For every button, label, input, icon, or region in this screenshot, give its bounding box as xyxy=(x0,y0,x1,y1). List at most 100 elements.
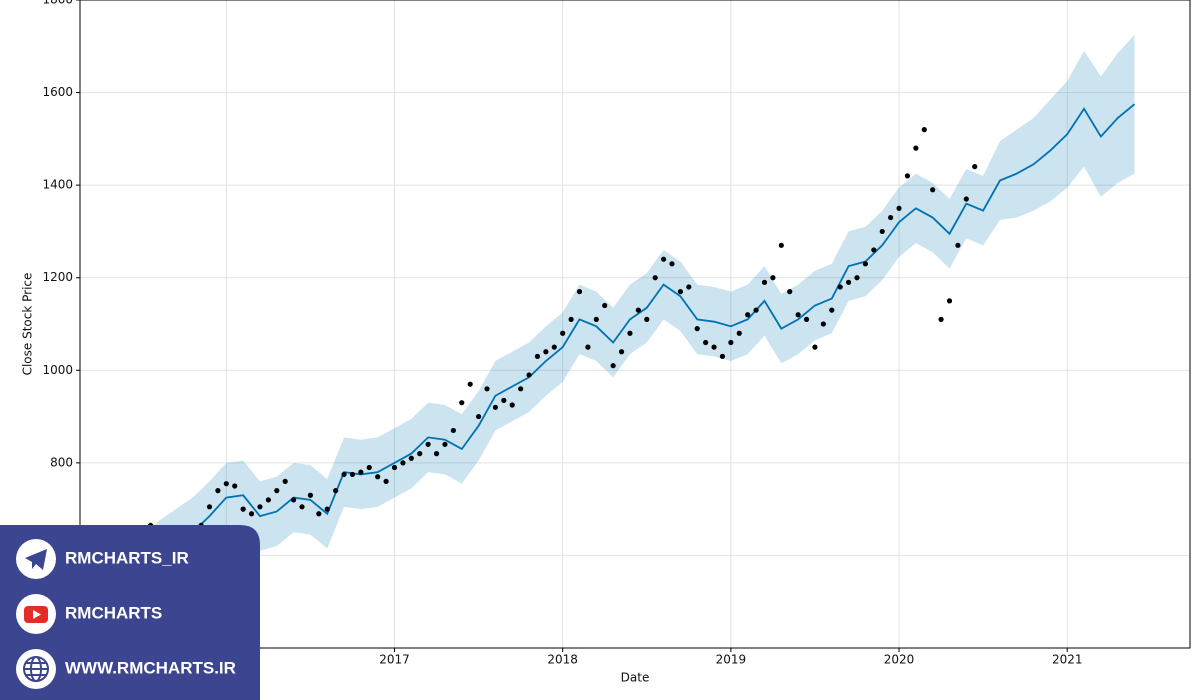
observed-point xyxy=(349,471,356,478)
observed-point xyxy=(509,402,515,408)
observed-point xyxy=(358,469,364,475)
observed-point xyxy=(938,316,944,322)
observed-point xyxy=(223,481,229,487)
observed-point xyxy=(543,349,549,355)
observed-point xyxy=(711,344,717,350)
observed-point xyxy=(728,339,734,346)
grid xyxy=(80,0,1190,648)
x-tick-label: 2020 xyxy=(884,653,915,667)
observed-point xyxy=(400,460,406,466)
observed-point xyxy=(644,316,650,322)
observed-point xyxy=(829,307,835,313)
observed-point xyxy=(375,474,381,480)
observed-point xyxy=(290,497,297,503)
observed-point xyxy=(232,483,238,489)
observed-point xyxy=(425,441,431,447)
youtube-play xyxy=(33,610,41,619)
observed-point xyxy=(627,330,633,336)
observed-point xyxy=(845,279,852,285)
observed-point xyxy=(602,302,608,309)
plot xyxy=(131,34,1136,607)
observed-point xyxy=(383,478,389,484)
observed-point xyxy=(652,275,658,281)
telegram-glyph xyxy=(25,549,47,570)
observed-point xyxy=(568,316,574,322)
y-tick-label: 1600 xyxy=(42,85,73,99)
watermark-text: RMCHARTS xyxy=(65,603,162,622)
observed-point xyxy=(703,339,709,346)
observed-point xyxy=(593,316,599,322)
observed-point xyxy=(299,504,305,510)
observed-point xyxy=(719,353,726,359)
observed-point xyxy=(492,404,499,410)
observed-point xyxy=(610,363,616,369)
observed-point xyxy=(366,464,372,471)
x-axis-label: Date xyxy=(621,671,650,685)
observed-point xyxy=(862,261,869,267)
observed-point xyxy=(307,492,314,498)
observed-point xyxy=(745,312,751,318)
observed-point xyxy=(442,441,448,447)
observed-point xyxy=(677,289,684,295)
y-tick-label: 800 xyxy=(50,455,73,469)
observed-point xyxy=(761,279,768,285)
observed-point xyxy=(484,386,490,392)
observed-point xyxy=(963,196,969,202)
observed-point xyxy=(585,344,591,350)
x-tick-label: 2017 xyxy=(379,653,410,667)
observed-point xyxy=(467,381,473,387)
observed-point xyxy=(946,298,953,304)
observed-point xyxy=(736,330,742,336)
y-axis-label: Close Stock Price xyxy=(21,273,35,376)
observed-point xyxy=(879,228,885,235)
observed-point xyxy=(854,275,860,281)
observed-point xyxy=(787,289,793,295)
observed-point xyxy=(837,284,843,290)
observed-point xyxy=(576,289,583,295)
observed-point xyxy=(955,242,961,248)
watermark: RMCHARTS_IR RMCHARTS WWW.RMCHARTS.IR xyxy=(0,525,260,700)
observed-point xyxy=(257,504,263,510)
axes-frame xyxy=(79,0,1191,649)
observed-point xyxy=(433,451,440,457)
observed-point xyxy=(972,164,978,170)
observed-point xyxy=(475,413,482,420)
y-tick-label: 1200 xyxy=(42,270,73,284)
observed-point xyxy=(921,127,927,133)
observed-point xyxy=(635,307,641,313)
observed-point xyxy=(391,464,398,471)
observed-point xyxy=(930,187,936,193)
observed-point xyxy=(778,242,784,248)
observed-point xyxy=(795,312,801,318)
x-tick-label: 2018 xyxy=(547,653,578,667)
observed-point xyxy=(206,504,213,510)
watermark-text: WWW.RMCHARTS.IR xyxy=(65,658,236,677)
observed-point xyxy=(888,214,894,221)
observed-point xyxy=(803,316,810,322)
observed-point xyxy=(913,145,919,151)
y-tick-label: 1000 xyxy=(42,363,73,377)
observed-point xyxy=(265,497,271,503)
observed-point xyxy=(215,488,221,494)
watermark-panel xyxy=(0,525,260,700)
observed-point xyxy=(417,451,423,457)
observed-point xyxy=(660,256,667,262)
observed-point xyxy=(904,173,911,179)
observed-point xyxy=(526,372,532,378)
observed-point xyxy=(501,397,507,403)
observed-point xyxy=(820,321,826,327)
observed-point xyxy=(686,284,692,290)
observed-point xyxy=(669,261,675,267)
observed-point xyxy=(871,247,877,253)
observed-point xyxy=(694,326,700,332)
observed-point xyxy=(518,386,524,392)
observed-point xyxy=(408,455,414,461)
observed-point xyxy=(324,506,330,512)
observed-point xyxy=(459,400,465,406)
x-tick-label: 2019 xyxy=(716,653,747,667)
observed-point xyxy=(812,344,818,350)
observed-point xyxy=(274,488,280,494)
observed-point xyxy=(560,330,566,336)
